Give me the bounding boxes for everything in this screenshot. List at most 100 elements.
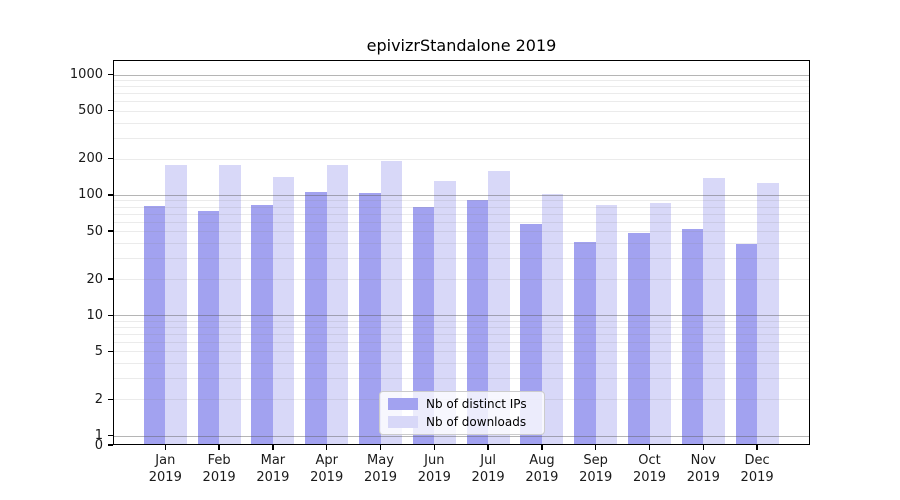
x-label-month: Jul — [480, 453, 496, 468]
gridline-3 — [113, 378, 810, 380]
plot-area — [113, 60, 810, 445]
x-axis-tick-label-may: May 2019 — [349, 452, 413, 486]
x-label-month: Dec — [744, 453, 770, 468]
bar-distinct-ips-apr — [305, 192, 327, 445]
x-label-month: Oct — [638, 453, 661, 468]
x-tick-mark-sep — [595, 445, 597, 450]
gridline-6 — [113, 341, 810, 343]
x-label-year: 2019 — [148, 470, 182, 485]
x-tick-mark-feb — [218, 445, 220, 450]
gridline-90 — [113, 200, 810, 202]
y-tick-mark-200 — [108, 158, 113, 160]
bar-downloads-aug — [541, 193, 564, 445]
y-axis-tick-label-200: 200 — [78, 151, 103, 167]
x-tick-mark-jul — [487, 445, 489, 450]
x-label-year: 2019 — [363, 470, 398, 485]
y-axis-tick-label-1: 1 — [94, 428, 103, 443]
bar-distinct-ips-dec — [735, 244, 758, 445]
x-tick-mark-dec — [756, 445, 758, 450]
gridline-9 — [113, 320, 810, 322]
gridline-20 — [113, 279, 810, 280]
x-axis-tick-label-jul: Jul 2019 — [456, 452, 520, 486]
legend-label-downloads: Nb of downloads — [426, 415, 527, 429]
y-tick-mark-100 — [108, 194, 113, 196]
y-axis-tick-label-1000: 1000 — [69, 67, 103, 83]
x-axis-tick-label-feb: Feb 2019 — [187, 452, 251, 486]
gridline-60 — [113, 221, 810, 223]
gridline-8 — [113, 326, 810, 328]
x-label-year: 2019 — [525, 470, 559, 485]
bar-downloads-jun — [434, 180, 456, 445]
bar-distinct-ips-feb — [197, 210, 220, 445]
x-axis-tick-label-sep: Sep 2019 — [564, 452, 628, 486]
legend-swatch-downloads — [388, 416, 418, 428]
x-tick-mark-jun — [433, 445, 435, 450]
gridline-80 — [113, 206, 810, 208]
legend: Nb of distinct IPs Nb of downloads — [379, 391, 545, 435]
y-tick-mark-0 — [108, 444, 113, 446]
x-label-month: Jan — [155, 453, 176, 468]
x-axis-tick-label-oct: Oct 2019 — [618, 452, 682, 486]
y-axis-tick-label-0: 0 — [94, 437, 103, 453]
x-label-year: 2019 — [579, 470, 613, 485]
bar-downloads-oct — [649, 203, 671, 445]
x-label-year: 2019 — [310, 470, 344, 485]
legend-label-distinct-ips: Nb of distinct IPs — [426, 397, 527, 411]
x-tick-mark-oct — [648, 445, 651, 450]
x-label-month: May — [367, 453, 394, 468]
x-axis-tick-label-mar: Mar 2019 — [241, 452, 305, 486]
bar-distinct-ips-mar — [251, 205, 273, 445]
gridline-500 — [113, 110, 810, 112]
legend-item-downloads: Nb of downloads — [388, 415, 536, 429]
x-label-month: Jun — [424, 453, 445, 468]
bar-distinct-ips-jun — [412, 206, 435, 445]
bar-downloads-dec — [757, 183, 779, 445]
bar-distinct-ips-nov — [681, 229, 704, 445]
gridline-5 — [113, 351, 810, 353]
bar-distinct-ips-may — [359, 193, 381, 445]
gridline-700 — [113, 93, 810, 95]
y-tick-mark-2 — [108, 398, 113, 400]
gridline-50 — [113, 231, 810, 233]
x-tick-mark-apr — [326, 445, 328, 450]
x-axis-tick-label-aug: Aug 2019 — [510, 452, 574, 486]
legend-item-distinct-ips: Nb of distinct IPs — [388, 397, 536, 411]
y-axis-tick-label-5: 5 — [94, 343, 103, 359]
bar-distinct-ips-jan — [143, 205, 166, 445]
y-tick-mark-1000 — [108, 73, 113, 76]
x-axis-tick-label-apr: Apr 2019 — [295, 452, 359, 486]
x-label-year: 2019 — [740, 470, 774, 485]
bar-downloads-nov — [703, 177, 725, 445]
x-label-year: 2019 — [632, 470, 667, 485]
y-tick-mark-50 — [108, 230, 113, 232]
gridline-200 — [113, 158, 810, 160]
y-tick-mark-5 — [108, 350, 113, 353]
bar-downloads-sep — [595, 204, 618, 445]
x-label-year: 2019 — [256, 470, 290, 485]
gridline-10 — [113, 315, 810, 317]
legend-swatch-distinct-ips — [388, 398, 418, 410]
gridline-70 — [113, 213, 810, 215]
x-label-month: Sep — [583, 453, 608, 468]
x-tick-mark-mar — [272, 445, 274, 450]
chart-title: epivizrStandalone 2019 — [366, 36, 557, 55]
x-axis-tick-label-nov: Nov 2019 — [671, 452, 735, 486]
y-tick-mark-10 — [108, 314, 113, 316]
x-axis-tick-label-dec: Dec 2019 — [725, 452, 789, 486]
gridline-400 — [113, 122, 810, 124]
gridline-7 — [113, 333, 810, 335]
x-label-month: Aug — [529, 453, 555, 468]
y-axis-tick-label-20: 20 — [86, 271, 103, 287]
y-axis-tick-label-100: 100 — [78, 187, 103, 203]
x-label-year: 2019 — [686, 470, 720, 485]
bar-distinct-ips-sep — [574, 241, 596, 445]
gridline-1 — [113, 435, 810, 437]
y-axis-tick-label-50: 50 — [86, 223, 103, 239]
x-label-month: Apr — [315, 453, 338, 468]
gridline-800 — [113, 86, 810, 88]
gridline-40 — [113, 242, 810, 244]
bar-distinct-ips-aug — [520, 224, 542, 445]
gridline-900 — [113, 80, 810, 82]
bar-downloads-may — [380, 160, 402, 445]
y-tick-mark-20 — [108, 278, 113, 280]
